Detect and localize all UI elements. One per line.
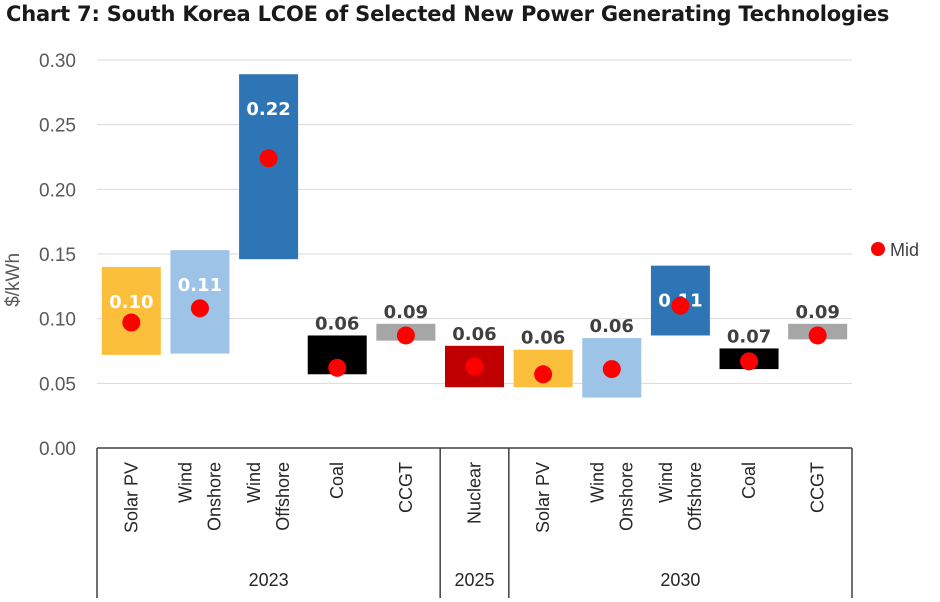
mid-marker bbox=[740, 352, 759, 371]
range-bar bbox=[101, 266, 161, 355]
category-label: Wind bbox=[656, 462, 676, 503]
mid-marker bbox=[328, 358, 347, 377]
y-tick-label: 0.00 bbox=[39, 439, 76, 460]
data-label: 0.06 bbox=[521, 328, 565, 349]
y-tick-label: 0.15 bbox=[39, 245, 76, 266]
y-axis-label: $/kWh bbox=[3, 253, 24, 307]
category-label: Wind bbox=[175, 462, 195, 503]
legend: Mid bbox=[871, 240, 919, 260]
data-label: 0.11 bbox=[178, 275, 222, 296]
category-label: Onshore bbox=[616, 462, 636, 531]
category-label: Solar PV bbox=[533, 462, 553, 533]
bars: 0.100.110.220.060.090.060.060.060.110.07… bbox=[101, 74, 848, 398]
legend-marker bbox=[871, 242, 885, 256]
data-label: 0.06 bbox=[315, 313, 359, 334]
data-label: 0.06 bbox=[590, 316, 634, 337]
data-label: 0.06 bbox=[452, 324, 496, 345]
category-label: Nuclear bbox=[465, 462, 485, 524]
data-label: 0.09 bbox=[795, 302, 839, 323]
mid-marker bbox=[671, 296, 690, 315]
group-label: 2030 bbox=[660, 570, 700, 590]
data-label: 0.07 bbox=[727, 326, 771, 347]
mid-marker bbox=[465, 357, 484, 376]
y-axis: 0.00 0.05 0.10 0.15 0.20 0.25 0.30 bbox=[39, 51, 76, 460]
data-label: 0.22 bbox=[246, 99, 290, 120]
category-label: Onshore bbox=[204, 462, 224, 531]
group-label: 2025 bbox=[454, 570, 494, 590]
mid-marker bbox=[396, 326, 415, 345]
category-label: Solar PV bbox=[121, 462, 141, 533]
chart-title: Chart 7: South Korea LCOE of Selected Ne… bbox=[6, 2, 890, 26]
y-tick-label: 0.10 bbox=[39, 310, 76, 331]
category-label: CCGT bbox=[808, 462, 828, 513]
data-label: 0.09 bbox=[384, 302, 428, 323]
category-label: Offshore bbox=[273, 462, 293, 531]
x-axis: Solar PV Wind Onshore Wind Offshore Coal CCGT N… bbox=[96, 447, 853, 598]
y-tick-label: 0.30 bbox=[39, 51, 76, 72]
y-tick-label: 0.25 bbox=[39, 116, 76, 137]
mid-marker bbox=[808, 326, 827, 345]
category-label: Coal bbox=[739, 462, 759, 499]
group-label: 2023 bbox=[249, 570, 289, 590]
data-label: 0.10 bbox=[109, 292, 153, 313]
legend-label: Mid bbox=[890, 240, 919, 260]
y-tick-label: 0.20 bbox=[39, 180, 76, 201]
mid-marker bbox=[602, 360, 621, 379]
mid-marker bbox=[122, 313, 141, 332]
category-label: CCGT bbox=[396, 462, 416, 513]
y-tick-label: 0.05 bbox=[39, 374, 76, 395]
mid-marker bbox=[259, 149, 278, 168]
mid-marker bbox=[190, 299, 209, 318]
mid-marker bbox=[534, 365, 553, 384]
category-label: Wind bbox=[587, 462, 607, 503]
category-label: Offshore bbox=[685, 462, 705, 531]
category-label: Coal bbox=[327, 462, 347, 499]
category-label: Wind bbox=[244, 462, 264, 503]
